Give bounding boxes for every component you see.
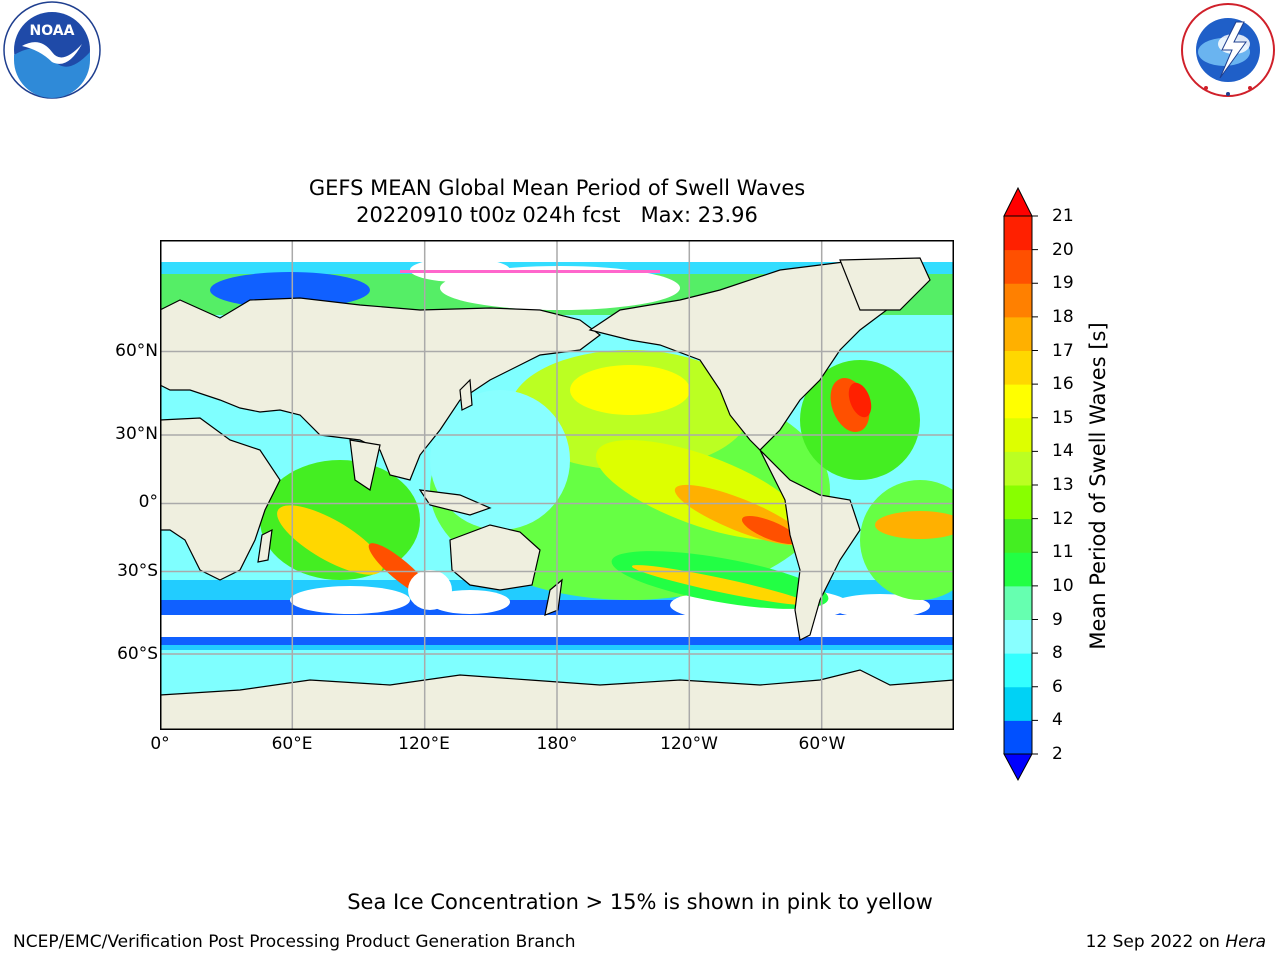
colorbar xyxy=(1000,186,1040,786)
colorbar-tick-label: 20 xyxy=(1052,239,1074,260)
lat-label-30n: 30°N xyxy=(115,424,158,444)
colorbar-tick-label: 13 xyxy=(1052,475,1074,495)
colorbar-bin xyxy=(1004,485,1032,520)
colorbar-bin xyxy=(1004,283,1032,318)
lon-label-180: 180° xyxy=(536,734,578,754)
colorbar-bin xyxy=(1004,518,1032,553)
lat-label-0: 0° xyxy=(138,492,158,512)
colorbar-title: Mean Period of Swell Waves [s] xyxy=(1086,322,1110,650)
noaa-logo: NOAA xyxy=(0,0,104,100)
map-border xyxy=(160,240,954,730)
colorbar-bin xyxy=(1004,585,1032,620)
lon-label-120w: 120°W xyxy=(660,734,718,754)
lon-label-120e: 120°E xyxy=(398,734,450,754)
atlantic-swell xyxy=(800,360,954,600)
colorbar-bin xyxy=(1004,552,1032,587)
colorbar-tick-label: 14 xyxy=(1052,441,1074,462)
colorbar-extend-low xyxy=(1003,753,1033,782)
lat-label-30s: 30°S xyxy=(117,561,158,581)
colorbar-bin xyxy=(1004,653,1032,688)
footer-credit: NCEP/EMC/Verification Post Processing Pr… xyxy=(13,932,576,952)
colorbar-tick-label: 19 xyxy=(1052,273,1074,294)
colorbar-bin xyxy=(1004,686,1032,721)
colorbar-tick-label: 6 xyxy=(1052,676,1063,697)
colorbar-bin xyxy=(1004,249,1032,284)
sea-ice-note: Sea Ice Concentration > 15% is shown in … xyxy=(347,890,933,914)
colorbar-tick-label: 8 xyxy=(1052,643,1063,664)
swell-period-map xyxy=(160,240,954,730)
lon-label-0: 0° xyxy=(150,734,170,754)
gridlines xyxy=(160,240,954,730)
colorbar-tick-label: 15 xyxy=(1052,407,1074,428)
footer-date: 12 Sep 2022 on Hera xyxy=(1086,932,1266,952)
colorbar-bin xyxy=(1004,417,1032,452)
colorbar-bin xyxy=(1004,350,1032,385)
footer-date-text: 12 Sep 2022 on xyxy=(1085,932,1226,952)
footer-host: Hera xyxy=(1225,932,1266,952)
colorbar-tick-label: 10 xyxy=(1052,575,1074,596)
colorbar-bin xyxy=(1004,316,1032,351)
lon-label-60e: 60°E xyxy=(271,734,313,754)
lat-label-60n: 60°N xyxy=(115,341,158,361)
lat-label-60s: 60°S xyxy=(117,644,158,664)
colorbar-tick-label: 12 xyxy=(1052,508,1074,529)
colorbar-bin xyxy=(1004,216,1032,251)
nws-logo xyxy=(1176,0,1280,100)
chart-subtitle: 20220910 t00z 024h fcst Max: 23.96 xyxy=(356,203,758,227)
colorbar-tick-label: 21 xyxy=(1052,206,1074,226)
colorbar-bin xyxy=(1004,451,1032,486)
colorbar-tick-label: 18 xyxy=(1052,306,1074,327)
indian-ocean-swell xyxy=(260,460,452,610)
colorbar-extend-high xyxy=(1003,186,1033,217)
colorbar-bin xyxy=(1004,619,1032,654)
colorbar-bin xyxy=(1004,384,1032,419)
colorbar-bin xyxy=(1004,720,1032,755)
colorbar-tick-label: 17 xyxy=(1052,340,1074,361)
colorbar-tick-label: 16 xyxy=(1052,374,1074,395)
noaa-logo-text: NOAA xyxy=(30,23,75,39)
colorbar-tick-label: 11 xyxy=(1052,542,1074,563)
chart-title: GEFS MEAN Global Mean Period of Swell Wa… xyxy=(308,176,806,200)
lon-label-60w: 60°W xyxy=(798,734,846,754)
colorbar-tick-label: 4 xyxy=(1052,710,1063,731)
colorbar-tick-label: 9 xyxy=(1052,609,1063,630)
colorbar-tick-label: 2 xyxy=(1052,744,1063,764)
